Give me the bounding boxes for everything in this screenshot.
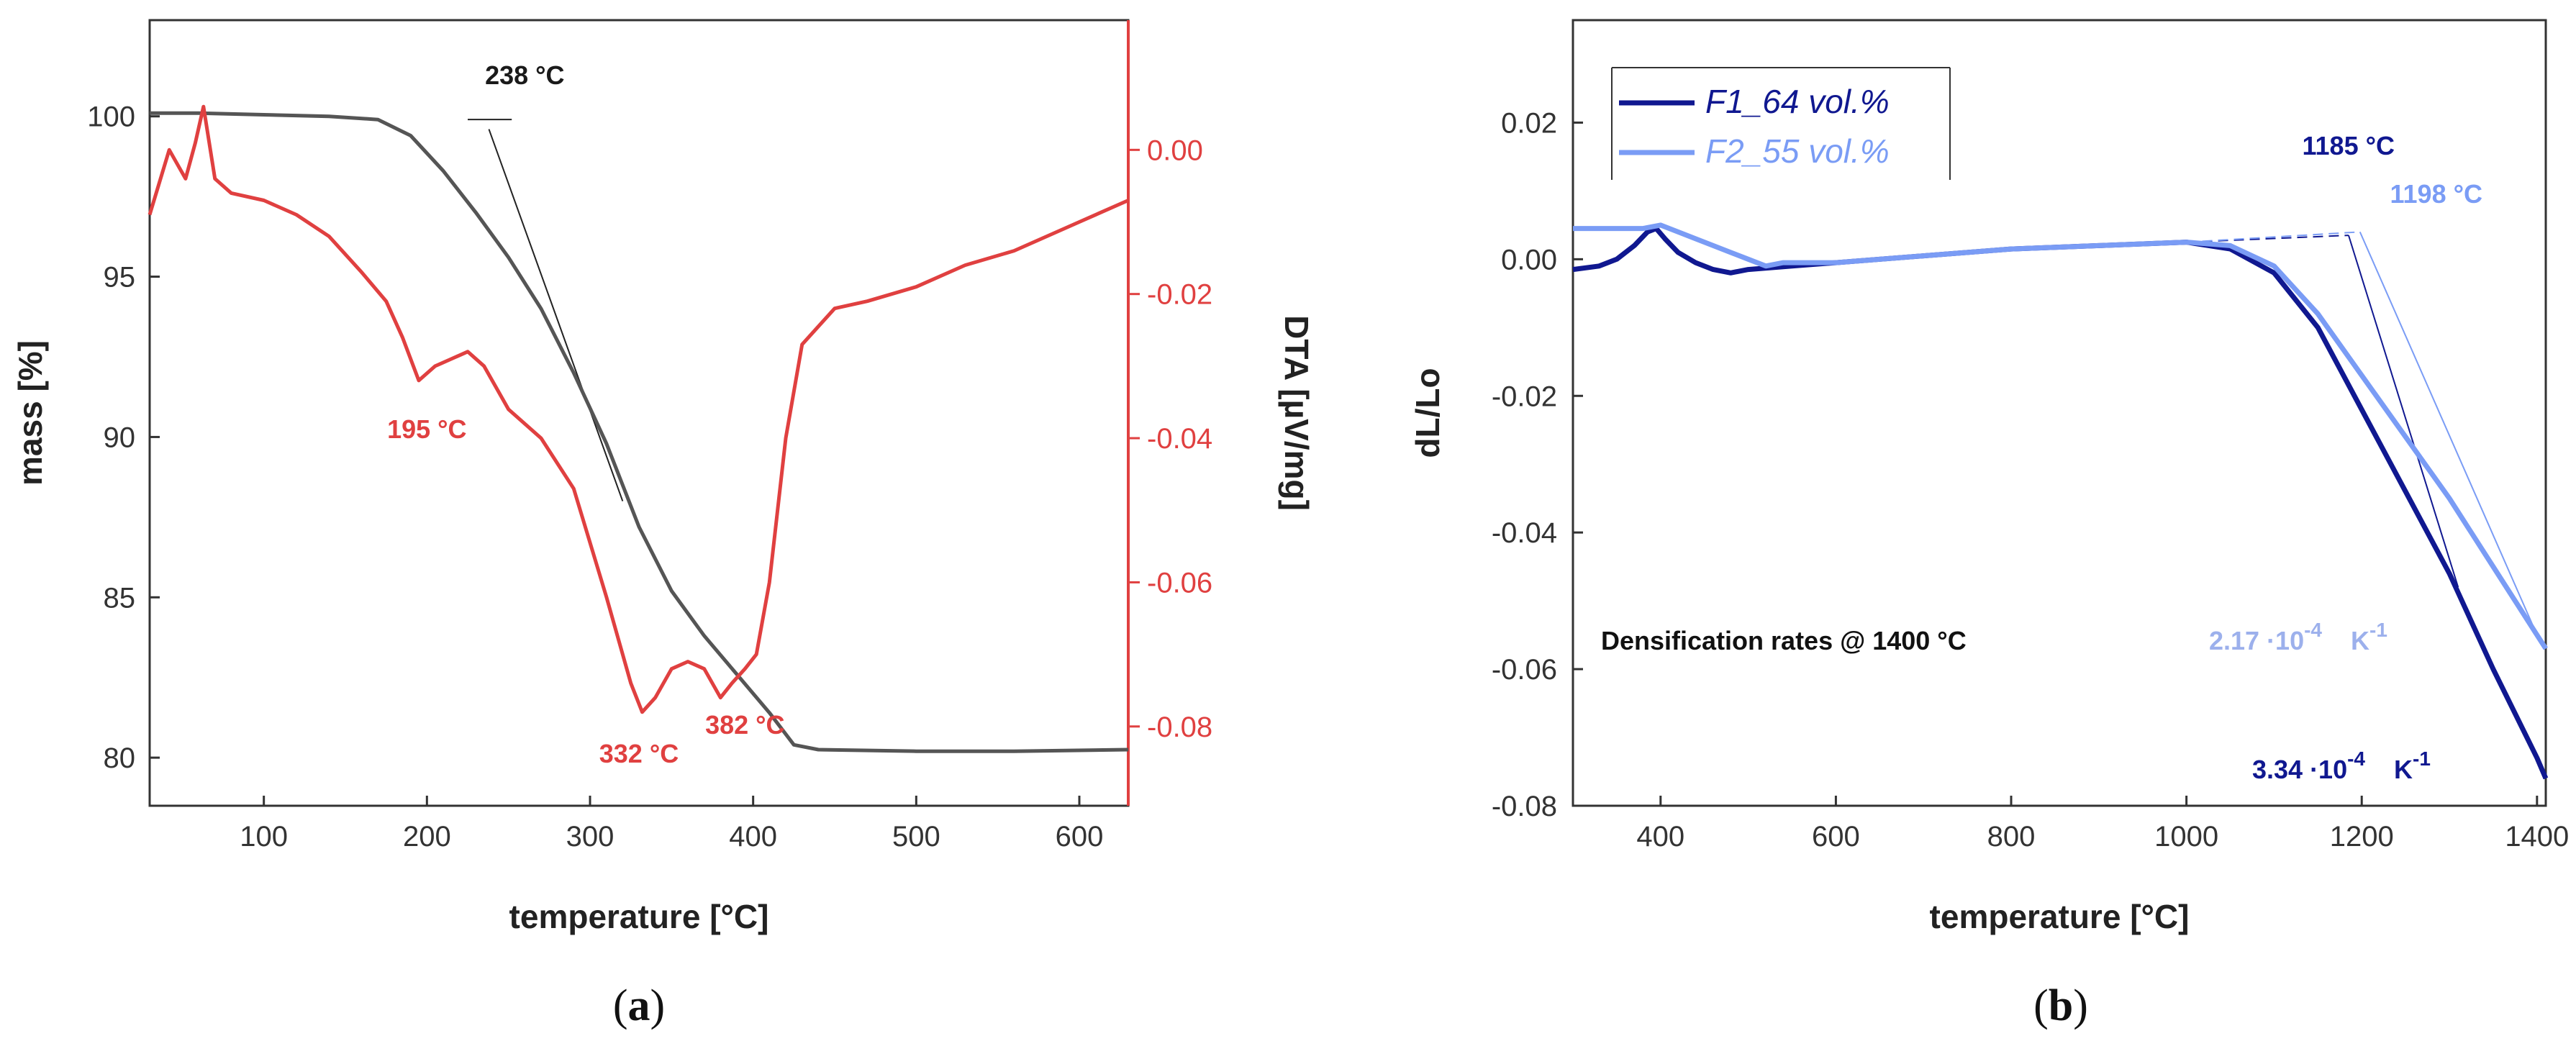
panel-a-series-dta-line bbox=[148, 104, 1130, 714]
panel-a-annotation: 382 °C bbox=[705, 710, 784, 740]
panel-a-y2-tick-label: -0.02 bbox=[1147, 279, 1212, 311]
panel-a-annotations: 238 °C 195 °C 332 °C 382 °C bbox=[387, 60, 784, 768]
panel-a-x-tick-label: 500 bbox=[892, 821, 940, 853]
panel-b-x-tick-label: 600 bbox=[1812, 821, 1860, 853]
panel-b-x-tick-label: 400 bbox=[1636, 821, 1684, 853]
panel-a-y-tick-label: 95 bbox=[104, 262, 136, 294]
panel-a-series-mass-line bbox=[150, 111, 1129, 753]
panel-b-tangent-slope bbox=[2359, 231, 2538, 636]
densification-title: Densification rates @ 1400 °C bbox=[1601, 626, 1967, 655]
rate-f2-unit: K bbox=[2351, 626, 2369, 655]
legend-label-f1: F1_64 vol.% bbox=[1705, 83, 1890, 120]
panel-a: 100 200 300 400 500 600 80 85 90 95 100 0.00 -0.02… bbox=[12, 19, 1315, 1030]
panel-b-y-tick-label: -0.08 bbox=[1492, 791, 1557, 822]
rate-f1-exp: -4 bbox=[2347, 747, 2365, 770]
panel-b-x-tick-label: 1000 bbox=[2154, 821, 2218, 853]
panel-a-x-tick-label: 100 bbox=[240, 821, 288, 853]
panel-b-x-tick-label: 800 bbox=[1987, 821, 2036, 853]
panel-a-y2-tick-label: 0.00 bbox=[1147, 135, 1203, 166]
panel-b-tangent-baseline bbox=[2186, 235, 2349, 243]
panel-b-legend: F1_64 vol.% F2_55 vol.% bbox=[1611, 67, 1951, 180]
panel-a-tangent-line bbox=[488, 129, 624, 501]
panel-b-series-line-2 bbox=[1573, 222, 2548, 650]
panel-b-x-ticks: 400 600 800 1000 1200 1400 bbox=[1636, 796, 2569, 853]
panel-b-y-tick-label: 0.02 bbox=[1501, 107, 1557, 139]
onset-label-f1: 1185 °C bbox=[2303, 131, 2395, 160]
panel-b: 400 600 800 1000 1200 1400 0.02 0.00 -0.02 -0.04… bbox=[1409, 19, 2569, 1030]
panel-a-annotation: 195 °C bbox=[387, 414, 466, 444]
panel-a-y-axis-label: mass [%] bbox=[12, 340, 49, 486]
panel-b-tangent-baseline bbox=[2186, 231, 2360, 243]
panel-b-y-tick-label: -0.02 bbox=[1492, 381, 1557, 412]
panel-a-y2-tick-label: -0.04 bbox=[1147, 423, 1212, 455]
panel-a-x-ticks: 100 200 300 400 500 600 bbox=[240, 796, 1103, 853]
panel-a-y-tick-label: 90 bbox=[104, 422, 136, 453]
panel-b-x-axis-label: temperature [°C] bbox=[1930, 898, 2190, 935]
panel-a-caption-letter: a bbox=[628, 981, 650, 1030]
rate-f2-exp: -4 bbox=[2304, 619, 2322, 641]
panel-b-series-line-1 bbox=[1572, 226, 2549, 780]
panel-b-tangents bbox=[2186, 231, 2538, 636]
rate-f1-value: 3.34 ·10 bbox=[2252, 755, 2347, 784]
legend-label-f2: F2_55 vol.% bbox=[1705, 132, 1890, 170]
panel-a-x-tick-label: 300 bbox=[566, 821, 614, 853]
panel-b-plot-frame bbox=[1572, 19, 2547, 807]
rate-f1-unit: K bbox=[2394, 755, 2413, 784]
panel-a-plot-frame bbox=[148, 19, 1130, 807]
panel-b-x-tick-label: 1400 bbox=[2505, 821, 2569, 853]
panel-a-tangent bbox=[468, 119, 624, 501]
panel-a-y2-axis-label: DTA [µV/mg] bbox=[1278, 315, 1315, 511]
rate-f2-value: 2.17 ·10 bbox=[2209, 626, 2304, 655]
panel-a-y-tick-label: 100 bbox=[87, 101, 135, 133]
onset-label-f2: 1198 °C bbox=[2390, 179, 2483, 209]
panel-a-y2-tick-label: -0.08 bbox=[1147, 712, 1212, 743]
panel-a-annotation: 238 °C bbox=[485, 60, 564, 90]
panel-a-x-tick-label: 400 bbox=[729, 821, 777, 853]
rate-f1: 3.34 ·10-4 K-1 bbox=[2252, 747, 2431, 784]
panel-a-y2-tick-label: -0.06 bbox=[1147, 567, 1212, 599]
panel-a-x-axis-label: temperature [°C] bbox=[509, 898, 769, 935]
panel-b-y-ticks: 0.02 0.00 -0.02 -0.04 -0.06 -0.08 bbox=[1492, 107, 1583, 822]
rate-f2: 2.17 ·10-4 K-1 bbox=[2209, 619, 2387, 655]
panel-b-y-axis-label: dL/Lo bbox=[1409, 368, 1446, 458]
panel-a-series bbox=[148, 104, 1130, 753]
panel-b-y-tick-label: 0.00 bbox=[1501, 244, 1557, 276]
panel-a-x-tick-label: 600 bbox=[1056, 821, 1104, 853]
panel-a-y2-ticks: 0.00 -0.02 -0.04 -0.06 -0.08 bbox=[1128, 135, 1212, 743]
panel-b-caption: (b) bbox=[2033, 981, 2088, 1030]
panel-a-y-tick-label: 80 bbox=[104, 742, 136, 774]
panel-b-series bbox=[1572, 222, 2549, 780]
rate-f2-unit-exp: -1 bbox=[2369, 619, 2387, 641]
panel-b-x-tick-label: 1200 bbox=[2330, 821, 2394, 853]
panel-a-y-tick-label: 85 bbox=[104, 582, 136, 614]
rate-f1-unit-exp: -1 bbox=[2413, 747, 2431, 770]
panel-b-tangent-slope bbox=[2347, 235, 2459, 588]
panel-a-caption: (a) bbox=[613, 981, 665, 1030]
panel-a-x-tick-label: 200 bbox=[403, 821, 451, 853]
panel-b-y-tick-label: -0.06 bbox=[1492, 654, 1557, 686]
panel-a-y-ticks: 80 85 90 95 100 bbox=[87, 101, 160, 774]
panel-b-y-tick-label: -0.04 bbox=[1492, 517, 1557, 549]
panel-a-annotation: 332 °C bbox=[599, 739, 679, 768]
panel-b-caption-letter: b bbox=[2049, 981, 2073, 1030]
